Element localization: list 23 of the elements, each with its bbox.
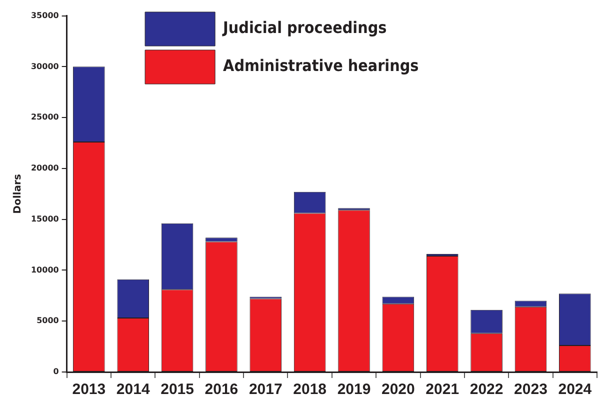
y-axis-title: Dollars	[12, 174, 24, 214]
y-tick-label: 25000	[30, 112, 60, 122]
y-tick-label: 10000	[30, 265, 60, 274]
x-tick-label: 2019	[337, 381, 371, 398]
x-tick-label: 2020	[382, 381, 415, 398]
x-tick-label: 2021	[426, 381, 460, 398]
x-tick-label: 2016	[204, 381, 238, 398]
y-tick-label: 20000	[30, 164, 60, 173]
y-tick-label: 15000	[30, 214, 60, 224]
x-tick-label: 2024	[558, 381, 592, 398]
y-tick-label: 30000	[30, 62, 60, 71]
legend-label: Judicial proceedings	[222, 18, 387, 38]
legend-label: Administrative hearings	[223, 56, 419, 76]
x-tick-label: 2023	[514, 381, 548, 398]
x-tick-label: 2018	[293, 381, 327, 398]
y-tick-label: 0	[53, 367, 60, 376]
x-tick-label: 2013	[72, 381, 106, 398]
x-tick-label: 2017	[248, 381, 282, 398]
x-tick-label: 2014	[116, 381, 150, 398]
y-tick-label: 5000	[36, 316, 60, 326]
x-tick-label: 2015	[160, 381, 194, 398]
x-tick-label: 2022	[470, 381, 504, 398]
y-tick-label: 35000	[30, 10, 60, 20]
